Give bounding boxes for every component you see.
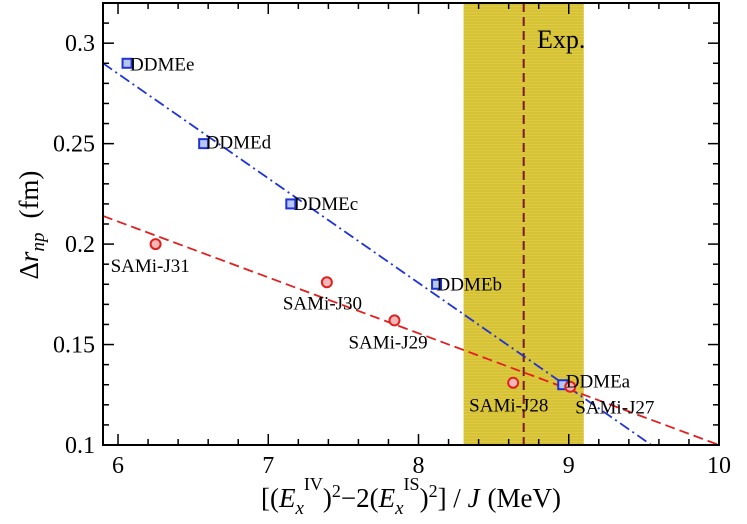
x-tick-label: 8 [413,453,425,479]
point-label: DDMEc [294,194,358,215]
ddme-point [285,198,297,210]
experiment-band-layer [463,3,584,445]
ddme-point [431,278,443,290]
y-tick-label: 0.3 [65,31,95,57]
point-label: SAMi-J27 [575,398,654,419]
point-label: DDMEd [206,133,272,154]
sami-point [320,276,333,289]
point-label: SAMi-J29 [348,332,427,353]
x-tick-label: 9 [563,453,575,479]
sami-point [507,376,520,389]
point-label: SAMi-J31 [111,256,190,277]
y-tick-label: 0.15 [53,333,95,359]
point-label: SAMi-J30 [283,293,362,314]
y-tick-label: 0.25 [53,132,95,158]
sami-point [564,380,577,393]
ddme-point [121,57,133,69]
point-label: DDMEb [437,274,502,295]
experiment-label: Exp. [537,25,585,54]
x-tick-label: 10 [707,453,731,479]
point-label: DDMEa [566,372,631,393]
sami-fit-line [103,215,719,445]
sami-point [388,314,401,327]
x-tick-label: 6 [112,453,124,479]
point-labels: DDMEe DDMEd DDMEc DDMEb DDMEa SAMi-J31 SAMi-J3… [111,54,655,418]
y-tick-label: 0.1 [65,433,95,459]
ddme-point [198,138,210,150]
point-label: SAMi-J28 [469,396,548,417]
sami-point [149,238,162,251]
x-tick-label: 7 [262,453,274,479]
point-label: DDMEe [130,54,194,75]
y-axis-title: Δrnp(fm) [14,171,49,280]
axes: 6 7 8 9 10 0.1 0.15 0.2 0.25 0.3 [53,2,731,479]
x-axis-title: [(ExIV)2−2(ExIS)2] / J (MeV) [261,474,561,519]
data-points [121,57,577,393]
y-tick-label: 0.2 [65,232,95,258]
